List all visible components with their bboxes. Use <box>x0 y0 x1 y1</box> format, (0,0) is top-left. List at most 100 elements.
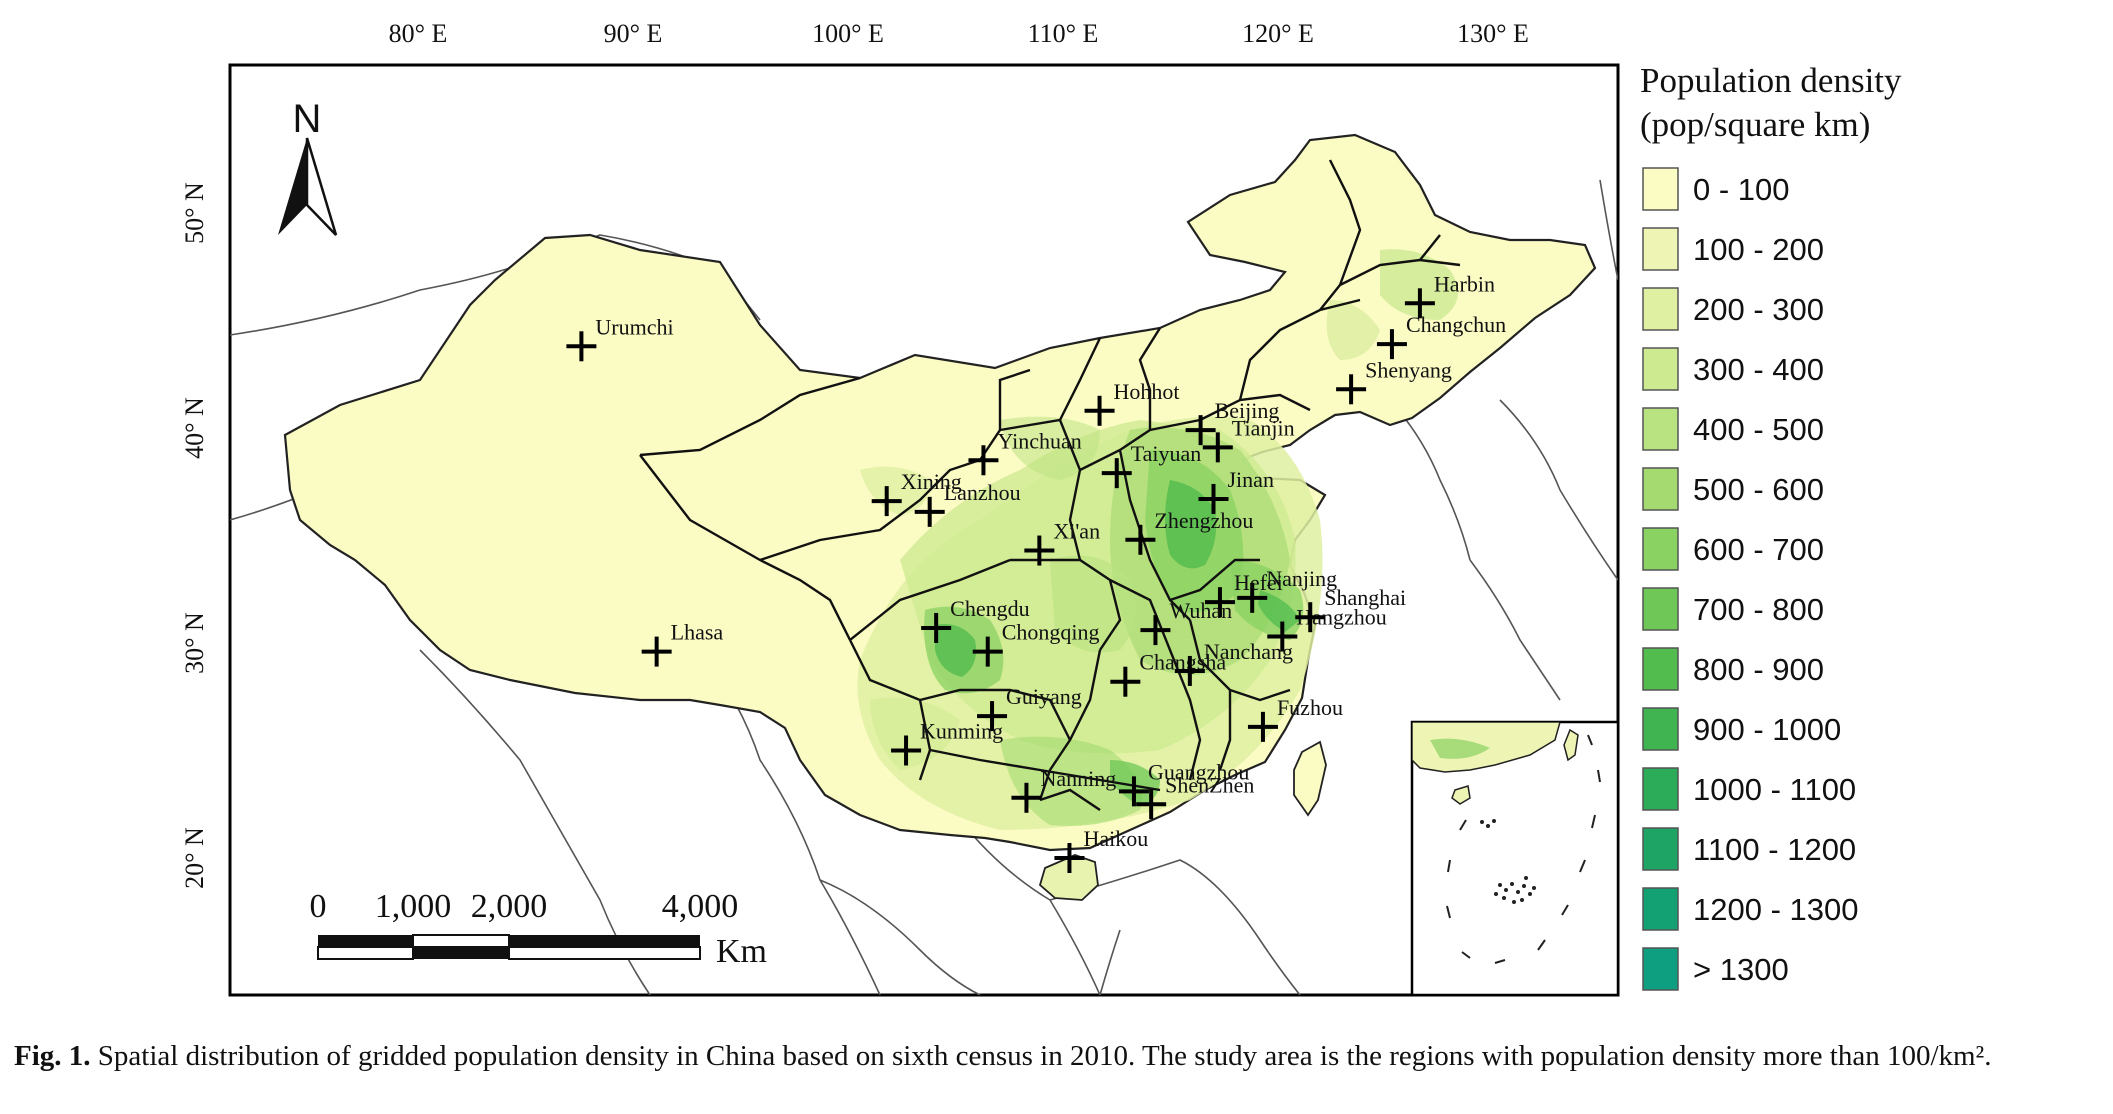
legend-label: 700 - 800 <box>1693 592 1824 627</box>
provincial-borders <box>639 159 1461 811</box>
city-label: Guiyang <box>1006 684 1082 709</box>
legend-label: 0 - 100 <box>1693 172 1790 207</box>
south-china-sea-inset <box>1410 720 1620 997</box>
city-label: Nanchang <box>1204 639 1293 664</box>
city-marker: Fuzhou <box>1247 695 1343 742</box>
legend-item: 600 - 700 <box>1642 527 1824 571</box>
legend-label: 600 - 700 <box>1693 532 1824 567</box>
legend-label: 1100 - 1200 <box>1693 832 1856 867</box>
city-marker: Lhasa <box>641 620 724 667</box>
city-label: Shanghai <box>1324 585 1406 610</box>
caption-label: Fig. 1. <box>14 1040 91 1072</box>
city-marker: Kunming <box>891 719 1003 766</box>
legend-swatch <box>1642 227 1679 271</box>
caption-text: Spatial distribution of gridded populati… <box>97 1040 1992 1072</box>
legend-swatch <box>1642 407 1679 451</box>
legend-swatch <box>1642 347 1679 391</box>
legend-swatch <box>1642 167 1679 211</box>
city-label: Haikou <box>1083 826 1148 851</box>
legend-swatch <box>1642 707 1679 751</box>
legend-label: 900 - 1000 <box>1693 712 1841 747</box>
city-marker: Nanchang <box>1174 639 1293 686</box>
city-marker: Wuhan <box>1140 598 1232 646</box>
legend-item: 500 - 600 <box>1642 467 1824 511</box>
legend-title-line1: Population density <box>1640 61 1902 100</box>
city-marker: Shanghai <box>1295 585 1406 633</box>
legend-item: 1200 - 1300 <box>1642 887 1858 931</box>
city-label: Zhengzhou <box>1154 508 1253 533</box>
legend-label: > 1300 <box>1693 952 1789 987</box>
figure-caption: Fig. 1. Spatial distribution of gridded … <box>14 1036 2099 1076</box>
north-label: N <box>293 97 322 141</box>
city-marker: Hefei <box>1204 570 1283 618</box>
lon-tick-label: 130° E <box>1457 19 1529 48</box>
city-label: Chengdu <box>950 596 1029 621</box>
city-label: Beijing <box>1215 398 1280 423</box>
city-label: Taiyuan <box>1131 441 1202 466</box>
legend-label: 1200 - 1300 <box>1693 892 1858 927</box>
lon-tick-label: 110° E <box>1028 19 1099 48</box>
legend-item: 1100 - 1200 <box>1642 827 1856 871</box>
city-label: Lhasa <box>671 620 724 645</box>
scale-label: 2,000 <box>471 888 548 925</box>
city-marker: Urumchi <box>566 314 674 362</box>
legend-swatch <box>1642 527 1679 571</box>
city-label: Yinchuan <box>997 428 1081 453</box>
city-marker: Yinchuan <box>968 428 1082 476</box>
legend-item: 100 - 200 <box>1642 227 1824 271</box>
city-marker: Nanjing <box>1237 566 1337 613</box>
lat-tick-label: 20° N <box>180 827 209 889</box>
legend-label: 200 - 300 <box>1693 292 1824 327</box>
city-marker: Harbin <box>1404 271 1495 319</box>
scale-label: 4,000 <box>662 888 739 925</box>
city-label: Jinan <box>1228 467 1274 492</box>
legend-item: 900 - 1000 <box>1642 707 1841 751</box>
city-marker: Beijing <box>1185 398 1280 446</box>
city-marker: Shenyang <box>1336 357 1452 405</box>
city-label: Shenyang <box>1365 357 1452 382</box>
city-label: Xining <box>901 469 962 494</box>
city-marker: Zhengzhou <box>1125 508 1253 555</box>
lon-tick-label: 80° E <box>389 19 448 48</box>
city-label: Fuzhou <box>1277 695 1343 720</box>
legend-items: 0 - 100 100 - 200 200 - 300 300 - 400 400 - … <box>1642 167 1858 991</box>
city-label: Harbin <box>1434 271 1495 296</box>
legend-label: 300 - 400 <box>1693 352 1824 387</box>
city-label: Urumchi <box>595 314 673 339</box>
legend-swatch <box>1642 827 1679 871</box>
legend: Population density (pop/square km) 0 - 1… <box>1640 61 1902 991</box>
legend-swatch <box>1642 287 1679 331</box>
city-label: Hefei <box>1234 570 1283 595</box>
latitude-labels: 50° N 40° N 30° N 20° N <box>180 182 209 889</box>
city-marker: Chongqing <box>972 620 1100 667</box>
city-marker: Haikou <box>1054 826 1148 873</box>
legend-swatch <box>1642 947 1679 991</box>
city-label: Nanning <box>1040 766 1116 791</box>
lon-tick-label: 90° E <box>604 19 663 48</box>
legend-swatch <box>1642 467 1679 511</box>
legend-item: 800 - 900 <box>1642 647 1824 691</box>
city-marker: Taiyuan <box>1101 441 1202 489</box>
city-label: Hohhot <box>1114 379 1180 404</box>
city-marker: Guangzhou <box>1118 759 1249 807</box>
city-label: Kunming <box>920 719 1003 744</box>
city-label: Guangzhou <box>1148 759 1249 784</box>
longitude-labels: 80° E 90° E 100° E 110° E 120° E 130° E <box>389 19 1529 48</box>
legend-item: 300 - 400 <box>1642 347 1824 391</box>
scale-label: 0 <box>310 888 327 925</box>
city-marker: Changchun <box>1376 312 1506 360</box>
legend-label: 1000 - 1100 <box>1693 772 1856 807</box>
city-label: ShenZhen <box>1165 772 1254 797</box>
legend-item: 0 - 100 <box>1642 167 1790 211</box>
city-marker: Xi'an <box>1024 519 1100 566</box>
legend-item: 1000 - 1100 <box>1642 767 1856 811</box>
city-label: Nanjing <box>1266 566 1337 591</box>
density-shading <box>857 249 1458 830</box>
legend-label: 100 - 200 <box>1693 232 1824 267</box>
north-arrow-icon <box>278 138 307 235</box>
legend-item: > 1300 <box>1642 947 1789 991</box>
lon-tick-label: 100° E <box>812 19 884 48</box>
scale-bar: 0 1,000 2,000 4,000 Km <box>310 888 768 970</box>
